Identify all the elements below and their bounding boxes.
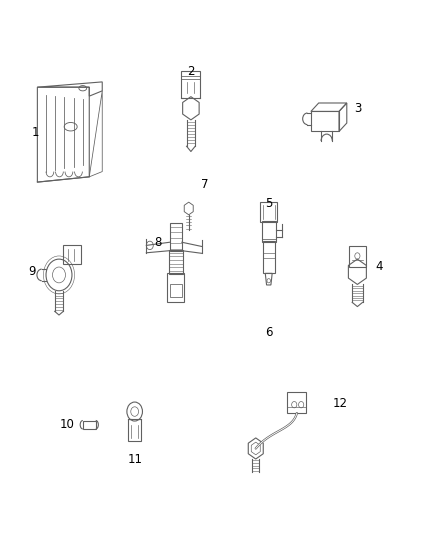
Text: 5: 5 [265,197,272,209]
Text: 4: 4 [375,260,383,273]
Text: 3: 3 [354,102,361,115]
Text: 11: 11 [127,453,142,465]
Bar [170,223,182,251]
Bar [169,250,183,274]
Bar [263,241,275,273]
Text: 6: 6 [265,326,272,339]
Text: 7: 7 [201,178,208,191]
Text: 2: 2 [187,65,194,78]
Text: 1: 1 [32,125,39,139]
Bar [262,221,276,241]
Bar [83,421,96,429]
Text: 12: 12 [332,397,348,410]
Bar [170,284,182,297]
Text: 10: 10 [59,418,74,431]
Text: 9: 9 [28,265,36,278]
Bar [311,111,339,132]
Text: 8: 8 [154,236,161,249]
